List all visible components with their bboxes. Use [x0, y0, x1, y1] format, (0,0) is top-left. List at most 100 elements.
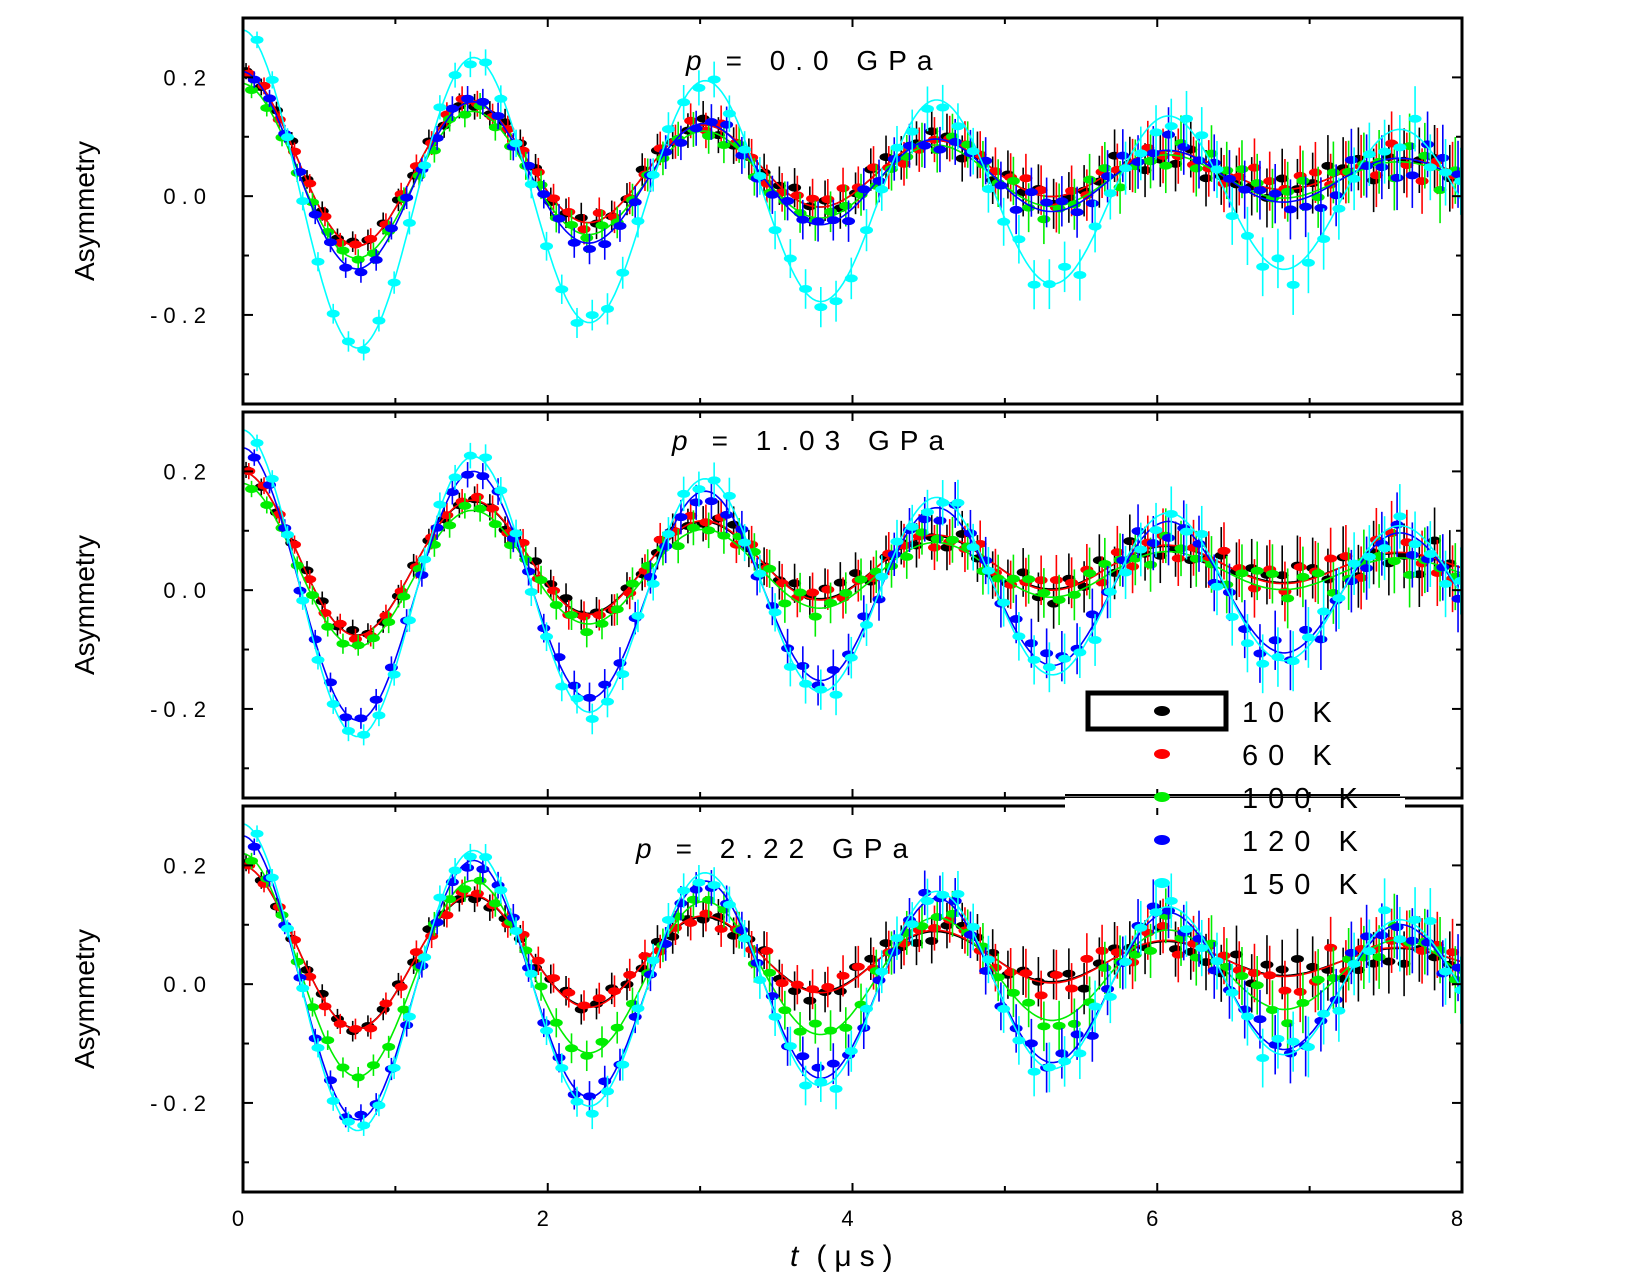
data-point	[476, 865, 490, 874]
data-point	[1055, 1049, 1069, 1058]
data-point	[1042, 280, 1056, 289]
y-axis-label: Asymmetry	[69, 141, 100, 281]
data-point	[592, 611, 606, 620]
data-point	[839, 201, 853, 210]
data-point	[1296, 176, 1310, 185]
data-point	[890, 934, 904, 943]
data-point	[1134, 149, 1148, 158]
data-point	[1012, 632, 1026, 641]
x-axis: 0 2 4 6 8 t (μs)	[232, 1206, 1469, 1273]
data-point	[531, 956, 545, 965]
data-point	[509, 927, 523, 936]
data-point	[1253, 186, 1267, 195]
data-point	[598, 240, 612, 249]
data-point	[1177, 143, 1191, 152]
legend-label: 60 K	[1242, 740, 1342, 772]
data-point	[1095, 578, 1109, 587]
data-point	[1271, 653, 1285, 662]
data-point	[341, 337, 355, 346]
data-point	[1073, 270, 1087, 279]
legend-label: 150 K	[1242, 869, 1368, 901]
data-point	[1408, 540, 1422, 549]
x-tick-label: 0	[232, 1206, 250, 1231]
data-point	[577, 225, 591, 234]
plot-area	[243, 29, 1462, 361]
data-point	[562, 207, 576, 216]
data-point	[592, 994, 606, 1003]
data-point	[583, 693, 597, 702]
data-point	[1006, 988, 1020, 997]
data-point	[783, 254, 797, 263]
data-point	[1393, 935, 1407, 944]
data-point	[445, 488, 459, 497]
data-point	[357, 345, 371, 354]
series-150k	[250, 434, 1462, 746]
data-point	[851, 962, 865, 971]
data-point	[826, 665, 840, 674]
data-point	[1149, 526, 1163, 535]
data-point	[702, 895, 716, 904]
data-point	[321, 1036, 335, 1045]
data-point	[610, 605, 624, 614]
data-point	[790, 191, 804, 200]
data-point	[966, 922, 980, 931]
data-point	[646, 956, 660, 965]
data-point	[1012, 235, 1026, 244]
data-point	[814, 685, 828, 694]
data-point	[537, 190, 551, 199]
panel-title: p = 1.03 GPa	[671, 425, 954, 456]
data-point	[793, 1027, 807, 1036]
data-point	[872, 976, 886, 985]
data-point	[1225, 612, 1239, 621]
data-point	[1164, 122, 1178, 131]
data-point	[1260, 960, 1274, 969]
data-point	[699, 909, 713, 918]
data-point	[1247, 969, 1261, 978]
data-point	[1271, 254, 1285, 263]
data-point	[323, 678, 337, 687]
data-point	[1229, 950, 1243, 959]
data-point	[1088, 636, 1102, 645]
data-point	[981, 955, 995, 964]
data-point	[1390, 173, 1404, 182]
data-point	[1006, 574, 1020, 583]
data-point	[595, 619, 609, 628]
data-point	[717, 141, 731, 150]
data-point	[879, 939, 893, 948]
data-point	[646, 579, 660, 588]
x-tick-label: 8	[1451, 1206, 1469, 1231]
legend-item: 100 K	[1154, 783, 1358, 815]
data-point	[1301, 633, 1315, 642]
data-point	[1329, 191, 1343, 200]
data-point	[448, 473, 462, 482]
panel-2: 0.2 0.0 -0.2 Asymmetry p = 1.03 GPa	[69, 410, 1464, 800]
data-point	[933, 516, 947, 525]
data-point	[1024, 1039, 1038, 1048]
data-point	[1040, 649, 1054, 658]
data-point	[811, 1063, 825, 1072]
data-point	[1375, 163, 1389, 172]
data-point	[623, 970, 637, 979]
data-point	[555, 1063, 569, 1072]
legend-marker	[1154, 835, 1170, 845]
data-point	[372, 316, 386, 325]
data-point	[418, 953, 432, 962]
data-point	[1393, 512, 1407, 521]
data-point	[991, 574, 1005, 583]
data-point	[488, 123, 502, 132]
data-point	[1189, 164, 1203, 173]
data-point	[1164, 896, 1178, 905]
data-point	[902, 141, 916, 150]
data-point	[318, 212, 332, 221]
data-point	[280, 924, 294, 933]
data-point	[552, 653, 566, 662]
data-point	[1439, 967, 1453, 976]
data-point	[470, 889, 484, 898]
data-point	[799, 679, 813, 688]
data-point	[707, 75, 721, 84]
data-point	[488, 899, 502, 908]
data-point	[387, 670, 401, 679]
data-point	[245, 485, 259, 494]
data-point	[1006, 176, 1020, 185]
data-point	[555, 682, 569, 691]
